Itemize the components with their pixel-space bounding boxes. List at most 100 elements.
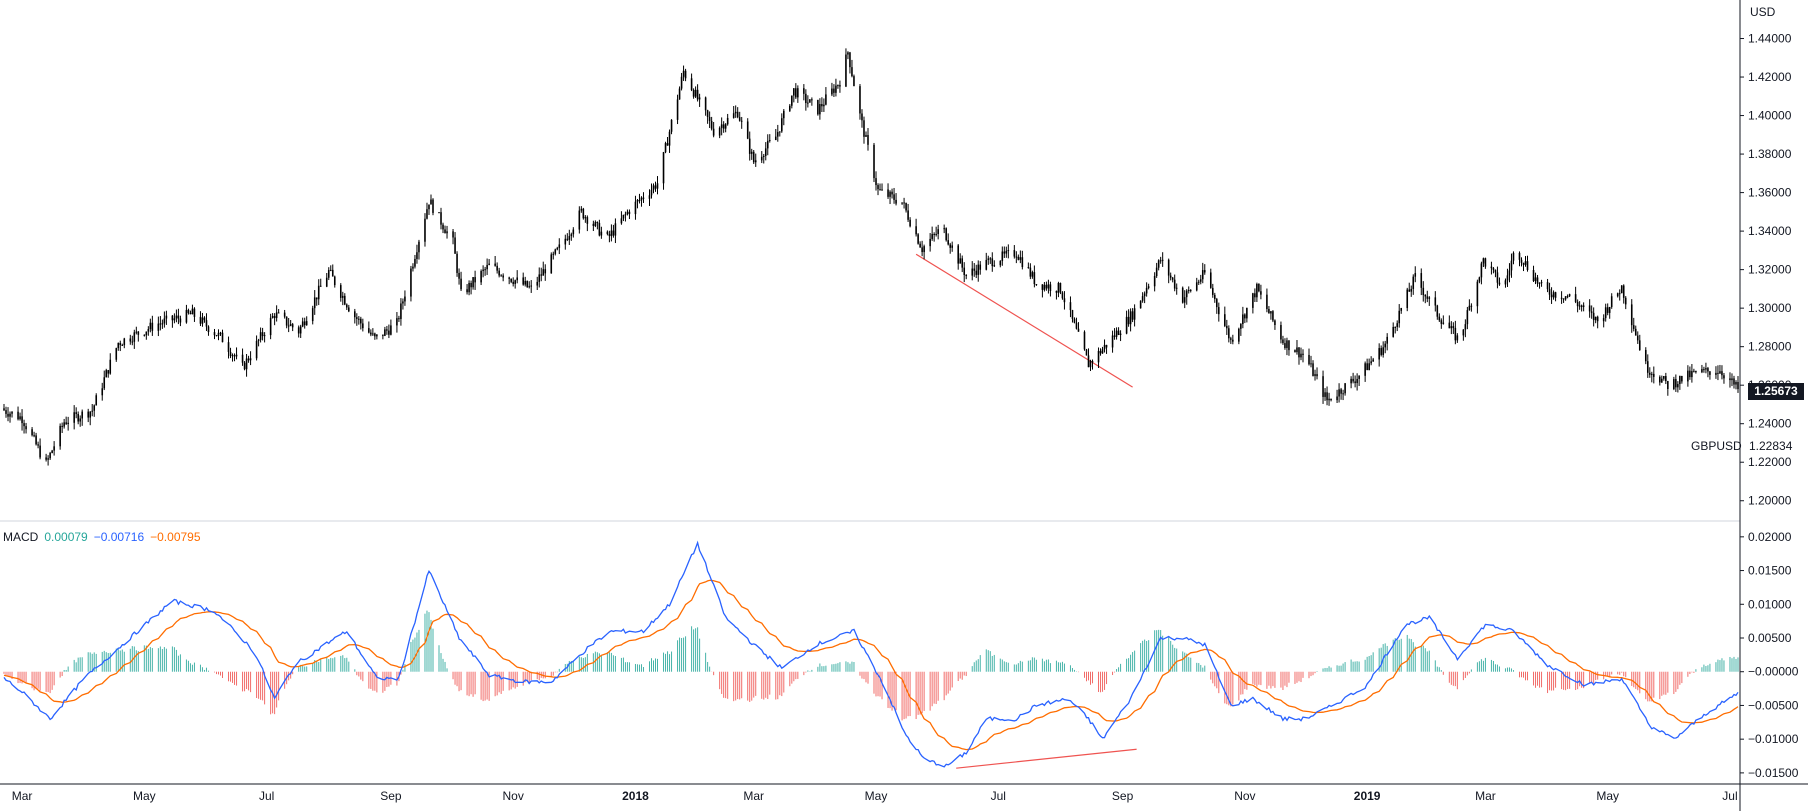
- candle: [718, 126, 721, 139]
- candle-body: [199, 316, 202, 324]
- candle-body: [993, 265, 996, 267]
- candle: [299, 324, 302, 338]
- candle: [556, 246, 559, 251]
- candle: [1296, 340, 1298, 355]
- candle: [398, 315, 400, 322]
- candle: [360, 316, 362, 330]
- candle-body: [360, 318, 362, 324]
- candle: [849, 51, 851, 74]
- candle: [1482, 257, 1485, 268]
- candle: [109, 353, 112, 375]
- candle-body: [608, 233, 611, 237]
- candle: [905, 202, 907, 213]
- candle-body: [1063, 298, 1066, 303]
- candle: [1244, 313, 1246, 324]
- candle-body: [1296, 347, 1298, 353]
- candle: [1061, 291, 1064, 300]
- candle-body: [131, 341, 134, 343]
- candle-body: [1171, 277, 1174, 280]
- candle-body: [73, 412, 75, 423]
- candle-body: [1099, 350, 1102, 354]
- candle: [59, 423, 61, 450]
- candle-body: [1047, 284, 1050, 289]
- candle: [1644, 347, 1647, 365]
- last-price-badge: 1.25673: [1748, 383, 1804, 400]
- candle: [1518, 251, 1521, 267]
- candle: [803, 84, 805, 101]
- candle: [738, 111, 741, 122]
- candle: [1139, 300, 1142, 309]
- candle: [921, 240, 923, 257]
- candle: [1566, 294, 1569, 299]
- candle-body: [666, 143, 669, 146]
- candle-body: [89, 411, 92, 418]
- candle-body: [1574, 294, 1577, 302]
- candle: [1266, 288, 1268, 313]
- candle-body: [825, 94, 827, 105]
- candle-body: [516, 277, 518, 281]
- candle: [682, 65, 685, 81]
- candle-body: [1059, 282, 1062, 293]
- candle-body: [1464, 324, 1467, 330]
- candle: [1228, 325, 1230, 343]
- candle: [482, 265, 484, 278]
- candle-body: [720, 124, 723, 128]
- candle-body: [460, 278, 462, 290]
- candle-body: [861, 113, 863, 121]
- candle-body: [19, 416, 21, 420]
- candle: [1663, 375, 1665, 381]
- candle: [368, 321, 370, 334]
- candle-body: [1406, 289, 1409, 309]
- candle: [305, 316, 308, 326]
- candle: [1634, 325, 1637, 336]
- candle: [875, 171, 877, 191]
- candle: [1153, 272, 1156, 292]
- candle: [396, 312, 398, 333]
- candle-body: [1141, 296, 1144, 301]
- candle: [101, 382, 104, 401]
- candle: [1356, 373, 1358, 391]
- candle-body: [339, 285, 342, 298]
- candle-body: [624, 214, 627, 216]
- candle-body: [115, 348, 118, 360]
- candle: [889, 190, 891, 205]
- candle: [339, 283, 342, 302]
- candle-body: [642, 197, 645, 199]
- candle-body: [664, 143, 667, 153]
- candle-body: [1232, 339, 1234, 342]
- candle: [1133, 304, 1136, 327]
- candle: [578, 206, 581, 234]
- candle-body: [584, 217, 587, 219]
- candle: [271, 313, 274, 319]
- candle: [572, 227, 575, 238]
- candle: [1462, 329, 1465, 341]
- candle: [249, 351, 252, 366]
- candle: [1252, 292, 1254, 314]
- time-tick-label: 2019: [1354, 789, 1381, 803]
- candle: [1089, 359, 1092, 372]
- candle: [1316, 367, 1318, 380]
- candle-body: [1436, 305, 1439, 317]
- candle: [783, 109, 785, 126]
- candle: [1175, 283, 1178, 295]
- candle-body: [11, 411, 13, 414]
- candle-body: [173, 318, 176, 321]
- candle-body: [390, 325, 392, 335]
- candle: [1606, 303, 1609, 316]
- candle: [93, 404, 96, 417]
- candle: [600, 226, 603, 239]
- candle: [117, 342, 120, 351]
- candle-body: [163, 318, 166, 324]
- candle-body: [1632, 325, 1635, 329]
- candle-body: [1524, 261, 1527, 265]
- candle: [1157, 259, 1160, 271]
- candle-body: [327, 270, 330, 278]
- candle: [161, 319, 164, 329]
- candle-body: [109, 359, 112, 374]
- candle: [1721, 365, 1723, 380]
- candle-body: [1328, 398, 1330, 401]
- candle-body: [622, 214, 625, 219]
- candle-body: [985, 259, 988, 270]
- candle: [1546, 278, 1549, 293]
